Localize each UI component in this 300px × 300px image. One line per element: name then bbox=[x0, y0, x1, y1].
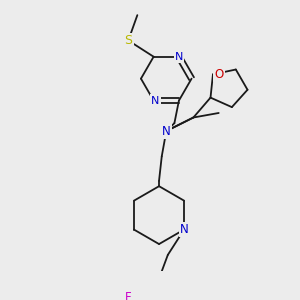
Text: N: N bbox=[175, 52, 183, 62]
Text: N: N bbox=[180, 223, 188, 236]
Text: S: S bbox=[124, 34, 132, 47]
Text: N: N bbox=[162, 124, 171, 138]
Text: F: F bbox=[125, 291, 131, 300]
Text: N: N bbox=[151, 96, 160, 106]
Text: O: O bbox=[215, 68, 224, 81]
